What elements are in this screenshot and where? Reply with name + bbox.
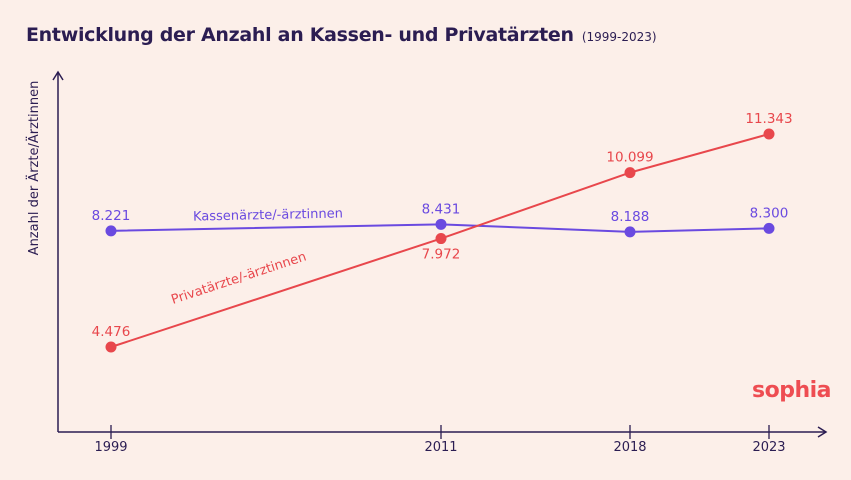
data-label: 8.300 — [750, 205, 789, 221]
x-tick-label: 1999 — [94, 440, 127, 455]
data-label: 8.431 — [422, 201, 461, 217]
chart-title: Entwicklung der Anzahl an Kassen- und Pr… — [26, 24, 657, 46]
data-point — [763, 128, 775, 140]
x-axis-arrow — [817, 426, 828, 438]
sophia-logo: sophia — [752, 378, 832, 403]
data-label: 11.343 — [745, 111, 792, 127]
axes: Anzahl der Ärzte/Ärztinnen 1999 2011 2018 20… — [26, 70, 828, 455]
data-point — [435, 233, 447, 245]
chart-title-main: Entwicklung der Anzahl an Kassen- und Pr… — [26, 24, 574, 46]
y-axis-arrow — [52, 70, 64, 81]
kassen-line — [110, 223, 770, 233]
data-point — [435, 218, 447, 230]
series-points — [105, 128, 775, 353]
data-label: 8.221 — [92, 208, 131, 224]
y-axis-label: Anzahl der Ärzte/Ärztinnen — [26, 81, 42, 256]
x-tick-label: 2011 — [424, 440, 457, 455]
data-point — [624, 167, 636, 179]
series-name-label: Kassenärzte/-ärztinnen — [193, 206, 343, 224]
data-point — [105, 225, 117, 237]
data-label: 10.099 — [606, 150, 653, 166]
series-name-label: Privatärzte/-ärztinnen — [170, 250, 309, 308]
data-label: 4.476 — [92, 324, 131, 340]
x-tick-label: 2018 — [613, 440, 646, 455]
x-tick-label: 2023 — [752, 440, 785, 455]
data-label: 7.972 — [422, 247, 461, 263]
series-lines — [110, 133, 770, 348]
data-point — [105, 341, 117, 353]
data-label: 8.188 — [611, 209, 650, 225]
data-point — [624, 226, 636, 238]
data-point — [763, 222, 775, 234]
privat-line — [110, 133, 770, 348]
chart-subtitle: (1999-2023) — [581, 30, 657, 44]
